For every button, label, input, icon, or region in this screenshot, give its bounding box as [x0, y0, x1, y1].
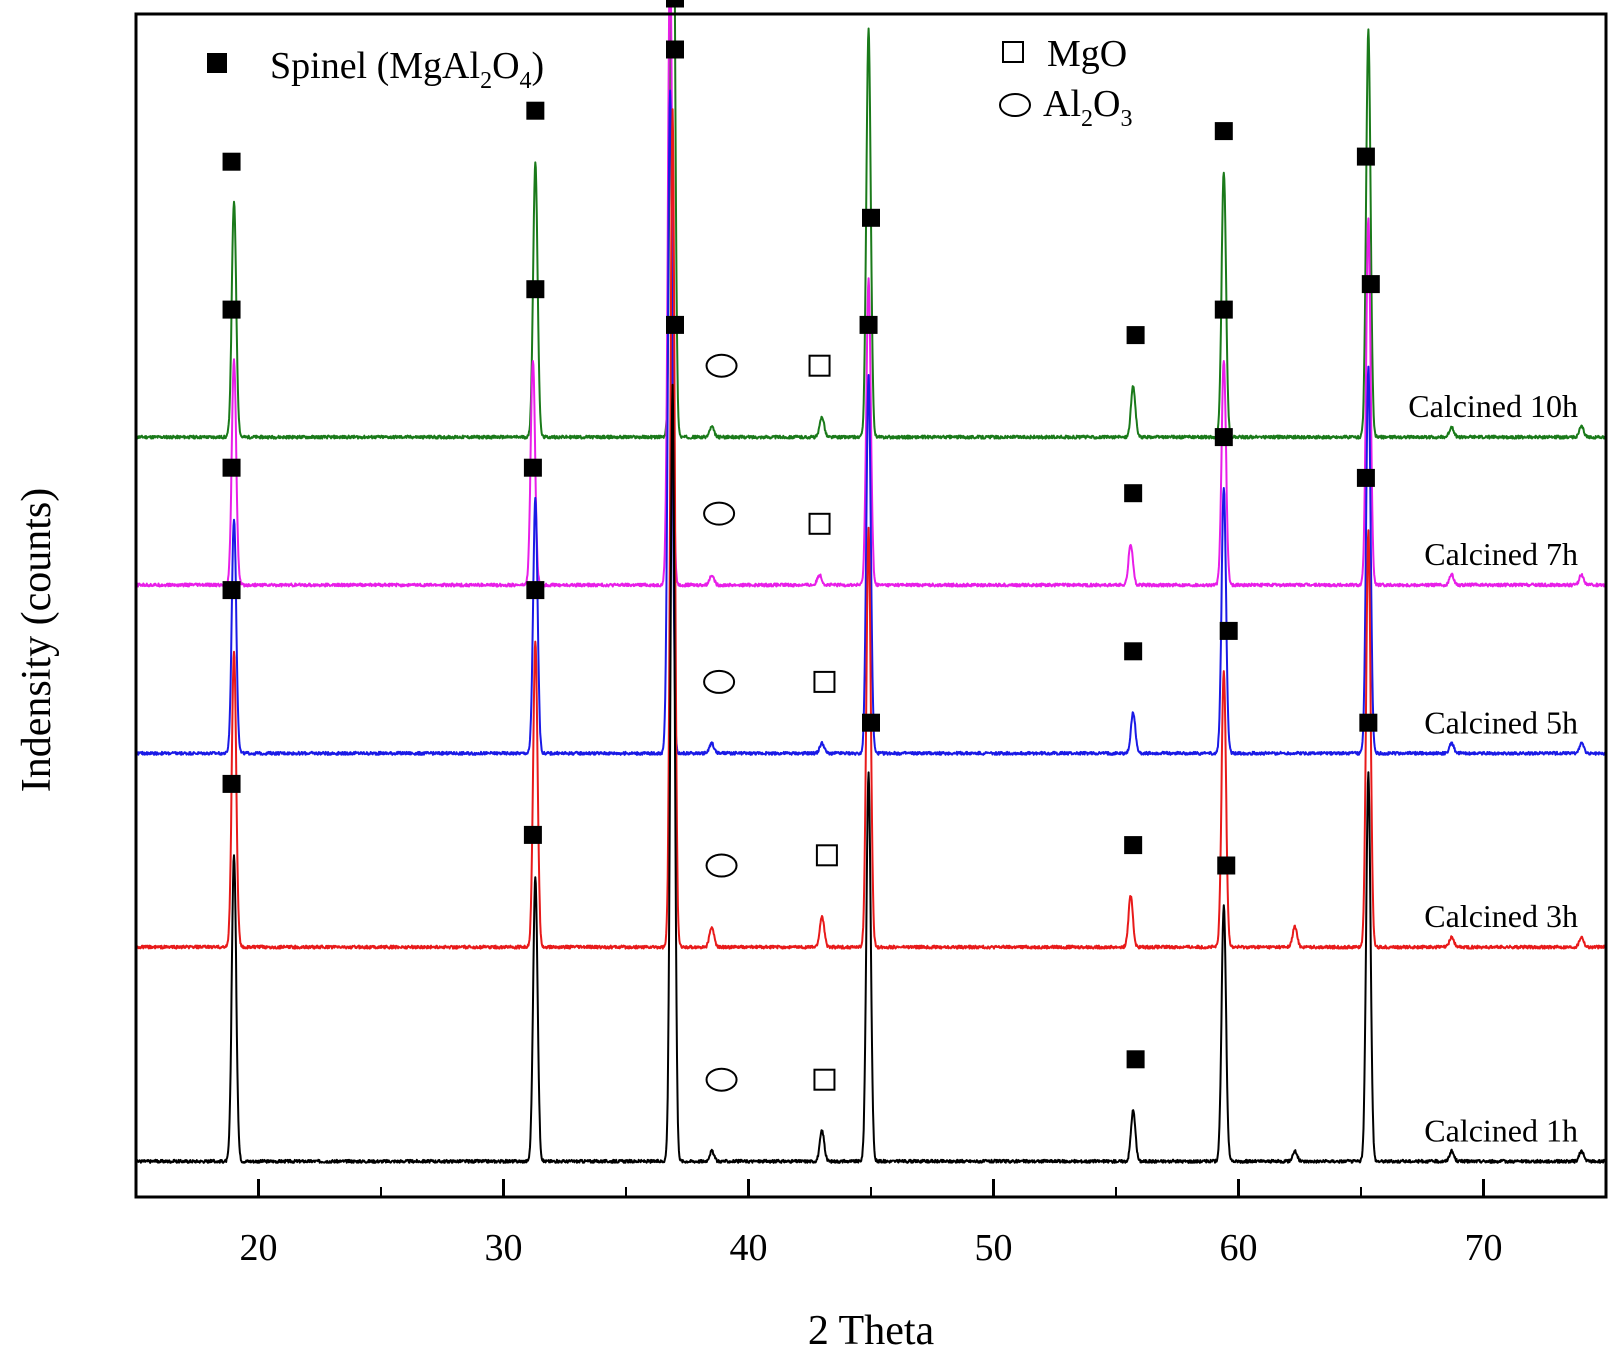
mgo-marker	[813, 1068, 836, 1091]
spinel-marker	[1361, 275, 1380, 294]
spinel-marker	[1124, 642, 1143, 661]
y-axis-title: Indensity (counts)	[14, 488, 60, 792]
spinel-marker	[222, 581, 241, 600]
legend-spinel-symbol	[207, 53, 227, 73]
spinel-marker	[222, 152, 241, 171]
mgo-marker	[808, 354, 831, 377]
sample-label-calcined-10h: Calcined 10h	[1408, 388, 1578, 424]
x-axis-title: 2 Theta	[808, 1308, 935, 1354]
series-line-calcined-1h	[135, 383, 1607, 1164]
sample-label-calcined-1h: Calcined 1h	[1424, 1112, 1578, 1148]
spinel-marker	[1126, 1050, 1145, 1069]
x-tick-label-50: 50	[975, 1227, 1013, 1269]
spinel-marker	[666, 40, 684, 59]
spinel-marker	[862, 208, 880, 227]
series-layer	[135, 0, 1607, 1164]
legend-al2o3-symbol	[999, 93, 1031, 117]
al2o3-marker	[705, 853, 738, 878]
spinel-marker	[859, 315, 878, 334]
x-tick-label-40: 40	[730, 1227, 768, 1269]
legend: Spinel (MgAl2O4) MgO Al2O3	[207, 33, 1132, 132]
sample-label-calcined-7h: Calcined 7h	[1424, 536, 1578, 572]
al2o3-marker	[703, 669, 736, 694]
spinel-marker	[526, 101, 545, 120]
spinel-marker	[222, 458, 241, 477]
x-tick-label-30: 30	[485, 1227, 523, 1269]
spinel-marker	[523, 458, 542, 477]
legend-mgo-label: MgO	[1047, 33, 1127, 75]
spinel-marker	[1214, 122, 1233, 141]
al2o3-marker	[705, 353, 738, 378]
series-line-calcined-5h	[135, 89, 1607, 756]
sample-label-calcined-3h: Calcined 3h	[1424, 898, 1578, 934]
al2o3-marker	[703, 501, 736, 526]
series-line-calcined-7h	[135, 0, 1607, 588]
spinel-marker	[1214, 300, 1233, 319]
spinel-marker	[1356, 468, 1375, 487]
spinel-marker	[1219, 621, 1238, 640]
spinel-marker	[222, 774, 241, 793]
x-tick-label-70: 70	[1465, 1227, 1503, 1269]
mgo-marker	[808, 512, 831, 535]
spinel-marker	[222, 300, 241, 319]
x-tick-label-20: 20	[240, 1227, 278, 1269]
sample-label-calcined-5h: Calcined 5h	[1424, 704, 1578, 740]
al2o3-marker	[705, 1067, 738, 1092]
spinel-marker	[1214, 428, 1233, 447]
spinel-marker	[526, 581, 545, 600]
spinel-marker	[1124, 836, 1143, 855]
spinel-marker	[1359, 713, 1378, 732]
x-axis-ticks: 20 30 40 50 60 70	[135, 1179, 1607, 1269]
marker-layer	[222, 0, 1380, 1092]
mgo-marker	[815, 844, 838, 867]
spinel-marker	[1126, 326, 1145, 345]
legend-al2o3-label: Al2O3	[1043, 83, 1132, 132]
spinel-marker	[666, 315, 684, 334]
legend-spinel-label: Spinel (MgAl2O4)	[270, 45, 544, 94]
legend-mgo-symbol	[1002, 41, 1024, 63]
x-tick-label-60: 60	[1220, 1227, 1258, 1269]
spinel-marker	[1217, 856, 1236, 875]
spinel-marker	[1124, 484, 1143, 503]
spinel-marker	[1356, 147, 1375, 166]
spinel-marker	[666, 0, 684, 8]
spinel-marker	[862, 713, 880, 732]
sample-labels: Calcined 10h Calcined 7h Calcined 5h Calcin…	[1408, 388, 1578, 1148]
spinel-marker	[523, 825, 542, 844]
spinel-marker	[526, 280, 545, 299]
mgo-marker	[813, 670, 836, 693]
